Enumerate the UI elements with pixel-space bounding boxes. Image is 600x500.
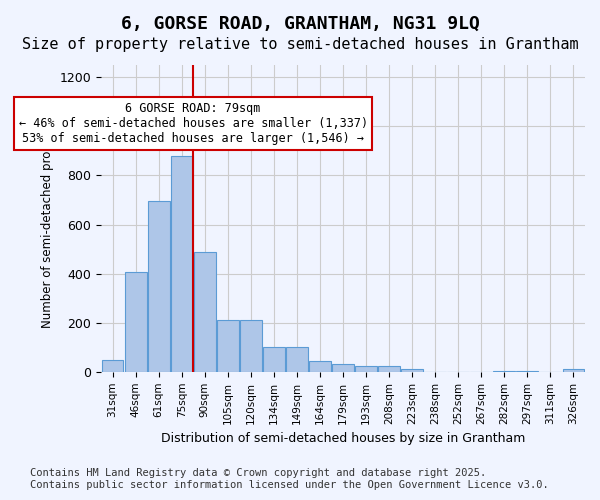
Text: 6 GORSE ROAD: 79sqm
← 46% of semi-detached houses are smaller (1,337)
53% of sem: 6 GORSE ROAD: 79sqm ← 46% of semi-detach…: [19, 102, 368, 145]
Bar: [332, 364, 354, 372]
Text: Size of property relative to semi-detached houses in Grantham: Size of property relative to semi-detach…: [22, 38, 578, 52]
Bar: [125, 272, 146, 372]
Text: 6, GORSE ROAD, GRANTHAM, NG31 9LQ: 6, GORSE ROAD, GRANTHAM, NG31 9LQ: [121, 15, 479, 33]
Bar: [401, 369, 423, 372]
Bar: [517, 370, 538, 372]
Bar: [217, 320, 239, 372]
Bar: [378, 366, 400, 372]
Y-axis label: Number of semi-detached properties: Number of semi-detached properties: [41, 109, 54, 328]
Bar: [563, 370, 584, 372]
Bar: [101, 360, 124, 372]
Bar: [355, 366, 377, 372]
Bar: [171, 156, 193, 372]
Bar: [493, 370, 515, 372]
Bar: [309, 361, 331, 372]
Text: Contains HM Land Registry data © Crown copyright and database right 2025.
Contai: Contains HM Land Registry data © Crown c…: [30, 468, 549, 490]
Bar: [194, 252, 215, 372]
Bar: [148, 201, 170, 372]
X-axis label: Distribution of semi-detached houses by size in Grantham: Distribution of semi-detached houses by …: [161, 432, 525, 445]
Bar: [286, 348, 308, 372]
Bar: [240, 320, 262, 372]
Bar: [263, 348, 285, 372]
